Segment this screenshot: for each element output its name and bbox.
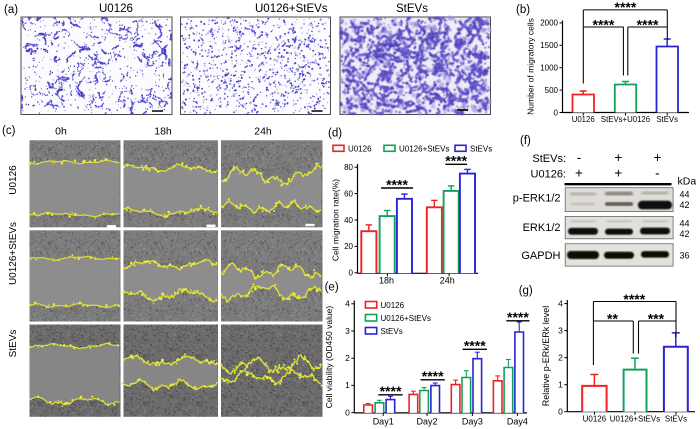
- svg-text:Day4: Day4: [507, 417, 528, 427]
- svg-text:1000: 1000: [540, 64, 558, 73]
- svg-text:(c): (c): [2, 125, 16, 137]
- svg-text:44: 44: [680, 219, 690, 229]
- svg-text:2: 2: [345, 353, 350, 363]
- svg-text:2: 2: [558, 352, 563, 362]
- svg-text:****: ****: [637, 16, 659, 32]
- svg-text:***: ***: [648, 310, 665, 326]
- svg-text:+: +: [614, 166, 622, 181]
- svg-text:****: ****: [593, 16, 615, 32]
- svg-text:U0126+StEVs: U0126+StEVs: [610, 415, 660, 424]
- svg-text:3: 3: [558, 325, 563, 335]
- svg-text:20: 20: [344, 242, 353, 251]
- svg-text:****: ****: [507, 309, 529, 325]
- svg-text:36: 36: [680, 251, 690, 261]
- svg-text:24h: 24h: [254, 126, 272, 138]
- svg-text:****: ****: [422, 368, 444, 384]
- svg-text:3: 3: [345, 326, 350, 336]
- svg-text:(g): (g): [519, 285, 533, 297]
- svg-text:U0126:: U0126:: [531, 169, 566, 181]
- svg-text:+: +: [575, 166, 583, 181]
- svg-text:0: 0: [349, 269, 354, 278]
- svg-text:+: +: [614, 150, 622, 165]
- svg-text:U0126: U0126: [348, 145, 372, 154]
- svg-text:(e): (e): [325, 282, 339, 294]
- svg-text:U0126: U0126: [583, 415, 607, 424]
- svg-text:U0126: U0126: [99, 3, 133, 15]
- svg-text:Day1: Day1: [373, 417, 394, 427]
- svg-text:+: +: [653, 150, 661, 165]
- svg-text:U0126+StEVs: U0126+StEVs: [399, 145, 449, 154]
- svg-text:4: 4: [558, 298, 563, 308]
- svg-text:****: ****: [386, 176, 408, 192]
- svg-text:-: -: [655, 166, 660, 181]
- svg-text:18h: 18h: [154, 126, 172, 138]
- svg-text:Relative p-ERk/ERk level: Relative p-ERk/ERk level: [541, 306, 551, 407]
- svg-text:24h: 24h: [440, 276, 455, 286]
- svg-text:0: 0: [558, 407, 563, 417]
- svg-text:ERK1/2: ERK1/2: [523, 222, 561, 234]
- svg-text:****: ****: [445, 153, 467, 169]
- svg-text:StEVs: StEVs: [396, 3, 428, 15]
- svg-text:42: 42: [680, 200, 690, 210]
- svg-text:0h: 0h: [55, 126, 67, 138]
- svg-text:U0126+StEVs: U0126+StEVs: [255, 3, 328, 15]
- svg-text:StEVs+U0126: StEVs+U0126: [601, 115, 650, 124]
- svg-text:0: 0: [554, 108, 559, 117]
- svg-text:U0126+StEVs: U0126+StEVs: [381, 314, 431, 323]
- svg-text:44: 44: [680, 190, 690, 200]
- svg-text:U0126: U0126: [572, 115, 595, 124]
- svg-text:StEVs: StEVs: [665, 415, 687, 424]
- svg-text:18h: 18h: [379, 276, 394, 286]
- svg-text:**: **: [607, 310, 618, 326]
- svg-text:-: -: [577, 150, 582, 165]
- svg-text:2000: 2000: [540, 19, 558, 28]
- svg-text:****: ****: [615, 0, 637, 15]
- svg-text:1500: 1500: [540, 41, 558, 50]
- svg-text:****: ****: [380, 383, 402, 399]
- svg-text:Day3: Day3: [462, 417, 483, 427]
- svg-text:StEVs: StEVs: [381, 327, 403, 336]
- svg-text:0: 0: [345, 407, 350, 417]
- svg-text:80: 80: [344, 163, 353, 172]
- svg-text:****: ****: [623, 291, 645, 307]
- svg-text:U0126: U0126: [8, 165, 19, 195]
- svg-text:(d): (d): [328, 128, 342, 140]
- svg-text:Number of migratory cells: Number of migratory cells: [526, 18, 536, 115]
- svg-text:Cell viability (OD450 value): Cell viability (OD450 value): [324, 306, 334, 409]
- svg-text:42: 42: [680, 229, 690, 239]
- svg-text:U0126: U0126: [381, 301, 405, 310]
- svg-text:60: 60: [344, 189, 353, 198]
- svg-text:(f): (f): [520, 135, 531, 147]
- svg-text:StEVs: StEVs: [8, 330, 19, 358]
- svg-text:1: 1: [345, 380, 350, 390]
- svg-text:StEVs: StEVs: [470, 145, 492, 154]
- svg-text:p-ERK1/2: p-ERK1/2: [513, 193, 561, 205]
- svg-text:500: 500: [545, 86, 559, 95]
- svg-text:1: 1: [558, 379, 563, 389]
- svg-text:Day2: Day2: [416, 417, 437, 427]
- svg-text:40: 40: [344, 216, 353, 225]
- svg-text:(b): (b): [516, 4, 530, 16]
- svg-text:U0126+StEVs: U0126+StEVs: [8, 222, 19, 285]
- svg-text:****: ****: [464, 338, 486, 354]
- svg-text:4: 4: [345, 299, 350, 309]
- svg-text:StEVs:: StEVs:: [532, 153, 566, 165]
- svg-text:StEVs: StEVs: [656, 115, 678, 124]
- svg-text:kDa: kDa: [678, 176, 697, 188]
- svg-text:Cell migration rate(%): Cell migration rate(%): [331, 179, 341, 261]
- svg-text:GAPDH: GAPDH: [521, 250, 560, 262]
- svg-text:(a): (a): [4, 4, 18, 16]
